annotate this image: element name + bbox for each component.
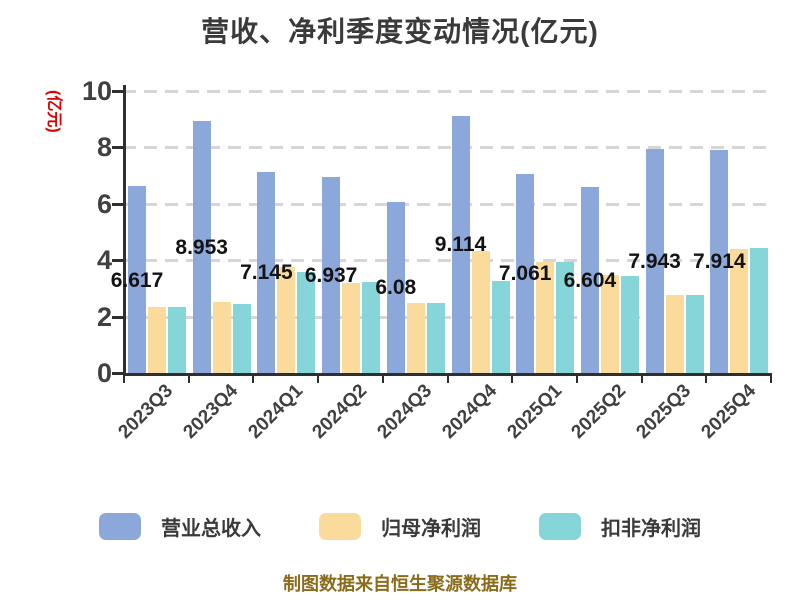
- bar-归母净利润-2025Q4: [730, 248, 749, 373]
- x-axis-tick-mark: [187, 376, 190, 383]
- bar-扣非净利润-2024Q4: [491, 280, 510, 373]
- y-axis-tick-label: 0: [96, 358, 112, 388]
- bar-扣非净利润-2024Q2: [362, 281, 381, 373]
- bar-营业总收入-2023Q3: [128, 186, 146, 373]
- legend-swatch-icon: [539, 513, 581, 540]
- y-axis-tick-label: 4: [96, 245, 112, 276]
- x-axis-tick-mark: [511, 376, 514, 383]
- gridline: [123, 90, 772, 93]
- y-axis-tick-mark: [112, 202, 123, 206]
- bar-value-label: 6.617: [110, 268, 164, 292]
- bar-扣非净利润-2025Q2: [620, 275, 639, 373]
- x-axis-tick-mark: [123, 376, 125, 383]
- chart-title: 营收、净利季度变动情况(亿元): [201, 16, 599, 47]
- bar-value-label: 6.937: [304, 264, 358, 288]
- legend-label: 营业总收入: [161, 518, 261, 540]
- legend-item-归母净利润: 归母净利润: [319, 512, 481, 541]
- bar-value-label: 7.061: [498, 262, 552, 286]
- gridline: [123, 202, 772, 206]
- gridline: [123, 259, 772, 263]
- legend-item-扣非净利润: 扣非净利润: [539, 512, 701, 541]
- bar-value-label: 7.943: [628, 250, 681, 273]
- y-axis-tick-label: 2: [96, 301, 112, 332]
- bar-value-label: 8.953: [175, 235, 228, 259]
- legend-label: 扣非净利润: [601, 518, 701, 540]
- x-axis-tick-mark: [317, 376, 320, 383]
- bar-归母净利润-2024Q3: [406, 302, 425, 373]
- bar-归母净利润-2024Q2: [342, 282, 361, 373]
- y-axis-tick-mark: [112, 90, 123, 93]
- bar-归母净利润-2023Q4: [212, 302, 231, 373]
- bar-营业总收入-2024Q3: [386, 201, 405, 373]
- bar-归母净利润-2024Q1: [277, 266, 296, 373]
- bar-扣非净利润-2023Q4: [232, 304, 251, 373]
- bar-value-label: 6.604: [563, 268, 617, 292]
- bar-归母净利润-2025Q2: [600, 275, 619, 373]
- bar-归母净利润-2025Q3: [665, 295, 684, 373]
- y-axis-tick-label: 10: [81, 76, 112, 106]
- y-axis-tick-label: 8: [96, 132, 112, 163]
- legend: 营业总收入 归母净利润 扣非净利润: [0, 512, 800, 541]
- y-axis-tick-mark: [112, 372, 123, 375]
- x-axis-tick-mark: [640, 376, 643, 383]
- data-source-caption: 制图数据来自恒生聚源数据库: [283, 574, 517, 594]
- x-axis-tick-mark: [381, 376, 384, 383]
- bar-营业总收入-2023Q4: [192, 120, 211, 373]
- bar-value-label: 6.08: [375, 276, 417, 300]
- bar-扣非净利润-2024Q1: [297, 272, 316, 373]
- bar-营业总收入-2025Q1: [516, 173, 535, 373]
- y-axis-line: [123, 85, 126, 376]
- bar-扣非净利润-2025Q3: [685, 295, 704, 373]
- gridline: [123, 315, 772, 319]
- bar-value-label: 9.114: [434, 233, 487, 257]
- bar-归母净利润-2024Q4: [471, 250, 490, 373]
- bar-营业总收入-2025Q4: [710, 149, 729, 373]
- bar-营业总收入-2024Q4: [451, 115, 470, 373]
- bar-归母净利润-2023Q3: [148, 306, 166, 373]
- bar-value-label: 7.914: [693, 250, 746, 274]
- bar-扣非净利润-2024Q3: [426, 302, 445, 373]
- x-axis-tick-mark: [705, 376, 708, 383]
- x-axis-line: [123, 373, 772, 376]
- legend-item-营业总收入: 营业总收入: [99, 512, 261, 541]
- x-axis-tick-mark: [575, 376, 578, 383]
- bar-营业总收入-2024Q2: [322, 177, 341, 373]
- x-axis-label-2023Q3: 2023Q3: [114, 380, 178, 443]
- bar-扣非净利润-2025Q4: [750, 247, 769, 373]
- x-axis-tick-mark: [252, 376, 255, 383]
- bar-扣非净利润-2023Q3: [168, 306, 186, 373]
- bar-value-label: 7.145: [240, 261, 293, 285]
- y-axis-tick-mark: [112, 146, 123, 150]
- legend-label: 归母净利润: [381, 518, 481, 540]
- legend-swatch-icon: [99, 513, 141, 540]
- y-axis-tick-mark: [112, 259, 123, 263]
- legend-swatch-icon: [319, 513, 361, 540]
- x-axis-tick-mark: [446, 376, 449, 383]
- bar-营业总收入-2024Q1: [257, 171, 276, 373]
- y-axis-tick-label: 6: [96, 188, 112, 219]
- bar-扣非净利润-2025Q1: [556, 261, 575, 373]
- gridline: [123, 146, 772, 150]
- bar-营业总收入-2025Q3: [645, 149, 664, 373]
- y-axis-tick-mark: [112, 315, 123, 319]
- bar-归母净利润-2025Q1: [536, 262, 555, 373]
- bar-营业总收入-2025Q2: [580, 186, 599, 373]
- x-axis-tick-mark: [770, 376, 772, 383]
